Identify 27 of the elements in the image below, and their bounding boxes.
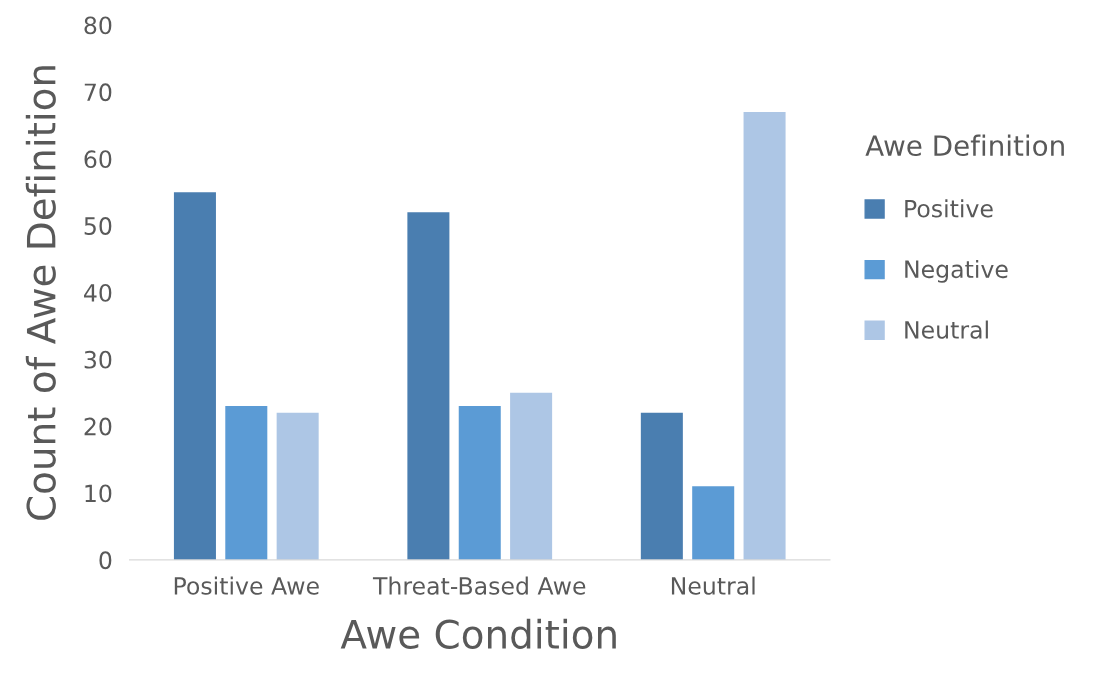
legend-label: Negative (905, 259, 1008, 283)
y-tick-label: 20 (84, 417, 112, 436)
bar (276, 412, 319, 560)
bar (173, 192, 216, 560)
y-tick-label: 70 (84, 83, 112, 102)
y-axis-title: Count of Awe Definition (25, 66, 56, 520)
bar (458, 406, 501, 560)
y-tick-label: 10 (85, 484, 112, 503)
legend-title: Awe Definition (865, 134, 1064, 157)
y-tick-label: 40 (84, 283, 112, 302)
bar (692, 486, 735, 560)
bar (510, 392, 553, 560)
y-tick-label: 0 (99, 551, 112, 570)
bar (407, 212, 450, 560)
x-axis-title: Awe Condition (340, 618, 616, 649)
y-tick-label: 60 (84, 150, 112, 169)
y-tick-label: 50 (84, 217, 112, 235)
y-tick-label: 80 (84, 16, 112, 35)
y-tick-label: 30 (84, 350, 112, 369)
legend-label: Neutral (905, 320, 988, 339)
x-tick-label: Positive Awe (174, 576, 319, 595)
legend-label: Positive (905, 199, 993, 218)
bar (743, 111, 786, 560)
x-tick-label: Neutral (671, 576, 755, 595)
bar (640, 412, 683, 560)
bar (225, 406, 268, 560)
x-tick-label: Threat-Based Awe (372, 576, 586, 595)
